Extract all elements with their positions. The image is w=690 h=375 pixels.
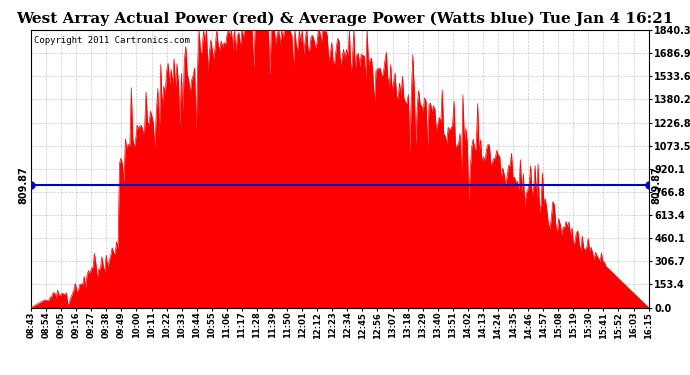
Text: 809.87: 809.87 xyxy=(651,166,662,204)
Text: Copyright 2011 Cartronics.com: Copyright 2011 Cartronics.com xyxy=(34,36,190,45)
Text: 809.87: 809.87 xyxy=(18,166,28,204)
Text: West Array Actual Power (red) & Average Power (Watts blue) Tue Jan 4 16:21: West Array Actual Power (red) & Average … xyxy=(17,11,673,26)
